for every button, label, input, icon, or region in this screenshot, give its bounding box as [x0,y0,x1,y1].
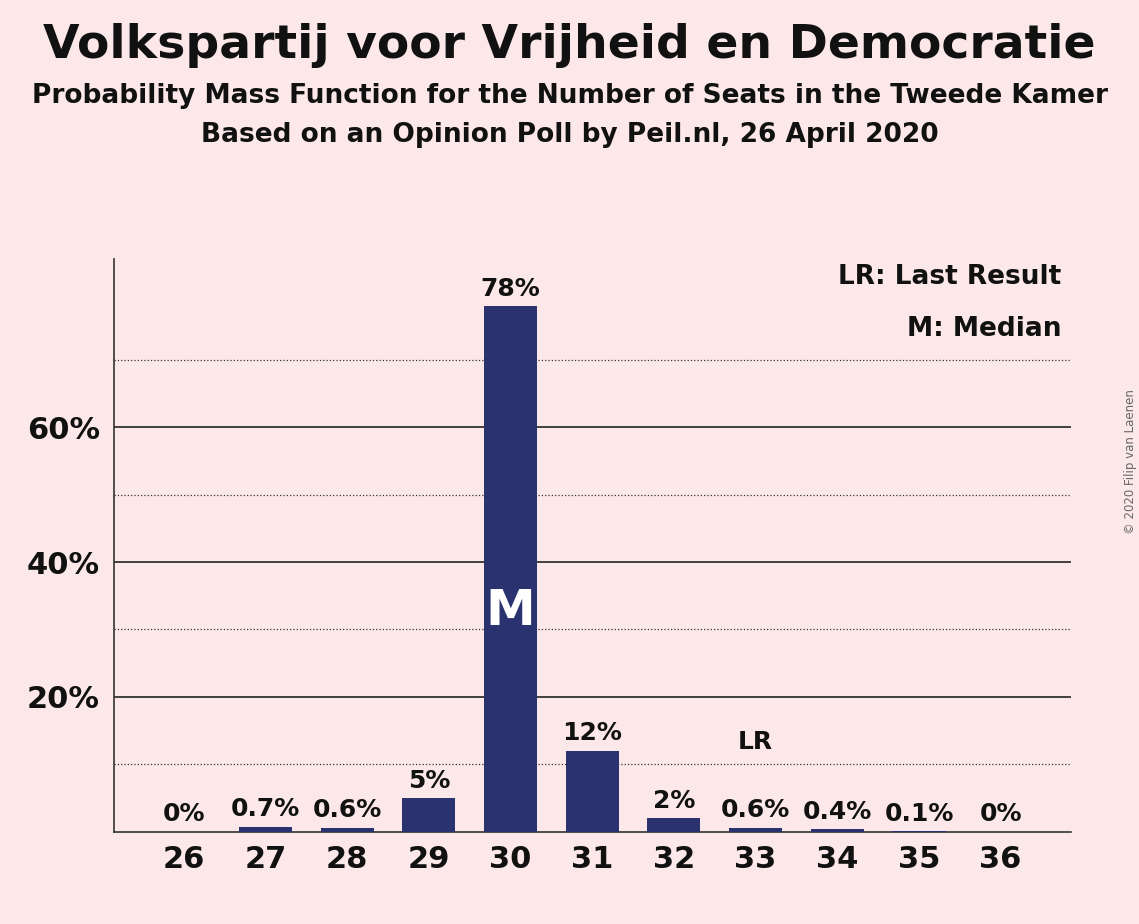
Bar [811,829,863,832]
Text: Volkspartij voor Vrijheid en Democratie: Volkspartij voor Vrijheid en Democratie [43,23,1096,68]
Bar [647,818,700,832]
Text: 2%: 2% [653,789,695,813]
Bar [321,828,374,832]
Bar [729,828,782,832]
Text: 0.1%: 0.1% [884,801,953,825]
Bar [566,750,618,832]
Text: Probability Mass Function for the Number of Seats in the Tweede Kamer: Probability Mass Function for the Number… [32,83,1107,109]
Text: 0%: 0% [980,802,1022,826]
Text: 0.6%: 0.6% [312,798,382,822]
Text: 0.6%: 0.6% [721,798,790,822]
Text: 78%: 78% [481,276,541,300]
Text: 12%: 12% [563,722,622,746]
Bar [239,827,292,832]
Text: 0%: 0% [163,802,205,826]
Text: © 2020 Filip van Laenen: © 2020 Filip van Laenen [1124,390,1137,534]
Text: M: M [485,587,535,635]
Bar [402,798,456,832]
Text: 5%: 5% [408,769,450,793]
Text: Based on an Opinion Poll by Peil.nl, 26 April 2020: Based on an Opinion Poll by Peil.nl, 26 … [200,122,939,148]
Bar [484,306,538,832]
Text: LR: Last Result: LR: Last Result [838,264,1062,290]
Text: LR: LR [738,730,773,754]
Text: M: Median: M: Median [907,316,1062,342]
Text: 0.4%: 0.4% [803,799,872,823]
Text: 0.7%: 0.7% [231,797,301,821]
